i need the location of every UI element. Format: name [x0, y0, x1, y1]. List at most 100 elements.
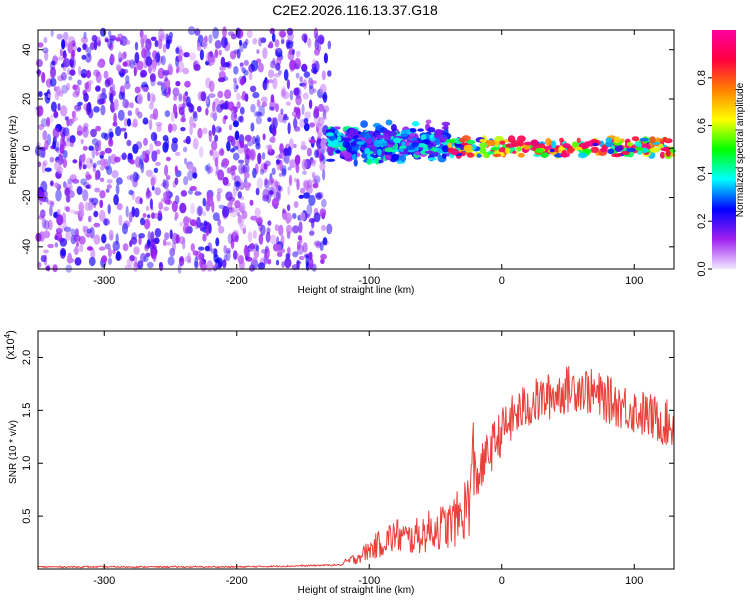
heatmap-cell: [148, 119, 153, 131]
heatmap-cell: [112, 121, 118, 127]
heatmap-cell: [600, 147, 608, 153]
heatmap-cell: [124, 81, 131, 90]
heatmap-cell: [190, 243, 195, 252]
heatmap-cell: [243, 69, 249, 76]
snr-x-axis-label: Height of straight line (km): [298, 585, 415, 596]
heatmap-cell: [99, 158, 106, 166]
heatmap-cell: [79, 244, 84, 253]
heatmap-cell: [109, 53, 115, 65]
heatmap-cell: [205, 60, 210, 66]
heatmap-cell: [248, 72, 253, 81]
heatmap-cell: [274, 224, 280, 232]
heatmap-cell: [308, 257, 314, 269]
heatmap-cell: [149, 92, 156, 104]
heatmap-cell: [458, 137, 465, 143]
heatmap-cell: [320, 138, 328, 150]
heatmap-cell: [37, 105, 44, 117]
snr-series-line: [37, 366, 675, 569]
heatmap-cell: [66, 82, 71, 91]
heatmap-cell: [463, 144, 473, 152]
heatmap-cell: [100, 164, 105, 171]
heatmap-cell: [318, 103, 325, 112]
heatmap-cell: [43, 249, 49, 254]
colorbar-label: Normalized spectral amplitude: [735, 82, 746, 217]
heatmap-cell: [233, 250, 238, 260]
heatmap-y-tick-label: -40: [21, 239, 33, 255]
heatmap-cell: [150, 176, 156, 187]
heatmap-cell: [82, 43, 87, 50]
heatmap-cell: [184, 80, 191, 88]
heatmap-cell: [100, 150, 106, 156]
heatmap-cell: [126, 118, 132, 127]
heatmap-cell: [441, 121, 451, 126]
heatmap-cell: [517, 152, 525, 158]
heatmap-cell: [89, 42, 95, 51]
heatmap-cell: [211, 124, 216, 136]
heatmap-cell: [145, 169, 153, 177]
heatmap-cell: [114, 156, 121, 163]
heatmap-cell: [68, 76, 73, 81]
heatmap-cell: [103, 70, 109, 80]
heatmap-cell: [300, 187, 306, 194]
heatmap-cell: [214, 258, 221, 264]
heatmap-cell: [107, 204, 111, 215]
heatmap-cell: [466, 139, 476, 145]
heatmap-cell: [183, 52, 190, 58]
heatmap-cell: [234, 200, 241, 209]
heatmap-cell: [142, 86, 149, 92]
heatmap-cell: [243, 144, 249, 154]
heatmap-cell: [93, 106, 100, 113]
heatmap-cell: [200, 91, 207, 102]
heatmap-cell: [87, 80, 94, 85]
heatmap-cell: [239, 202, 246, 214]
heatmap-cell: [189, 219, 197, 227]
snr-x-tick-label: -200: [226, 575, 248, 587]
heatmap-cell: [148, 65, 152, 74]
heatmap-cell: [129, 59, 136, 69]
heatmap-cell: [64, 116, 68, 121]
heatmap-cell: [331, 140, 340, 147]
heatmap-cell: [206, 194, 214, 207]
heatmap-cell: [153, 237, 160, 245]
heatmap-cell: [121, 152, 127, 160]
heatmap-cell: [132, 143, 139, 154]
heatmap-cell: [155, 52, 161, 63]
heatmap-cell: [171, 123, 177, 132]
heatmap-cell: [86, 101, 92, 113]
heatmap-cell: [336, 136, 342, 142]
heatmap-cell: [199, 222, 204, 232]
heatmap-cell: [639, 137, 649, 142]
heatmap-cell: [81, 36, 88, 44]
heatmap-cell: [155, 161, 161, 166]
heatmap-cell: [169, 247, 176, 257]
heatmap-cell: [350, 141, 357, 147]
heatmap-cell: [476, 153, 482, 158]
heatmap-cell: [70, 118, 75, 124]
heatmap-region-2: [445, 135, 676, 160]
heatmap-cell: [167, 256, 175, 266]
heatmap-cell: [93, 222, 101, 228]
heatmap-cell: [265, 231, 271, 243]
heatmap-cell: [109, 86, 113, 93]
heatmap-cell: [312, 182, 319, 189]
heatmap-cell: [100, 27, 107, 37]
snr-line-marks: [37, 366, 675, 569]
heatmap-cell: [197, 127, 203, 139]
heatmap-cell: [267, 144, 273, 153]
heatmap-cell: [222, 26, 227, 38]
heatmap-cell: [210, 248, 218, 254]
heatmap-cell: [275, 49, 278, 57]
heatmap-cell: [171, 140, 178, 153]
heatmap-cell: [486, 139, 496, 146]
heatmap-cell: [200, 260, 207, 272]
heatmap-cell: [55, 227, 63, 234]
heatmap-cell: [50, 180, 54, 187]
heatmap-cell: [178, 106, 185, 116]
heatmap-cell: [163, 191, 170, 200]
heatmap-cell: [44, 139, 49, 150]
heatmap-cell: [59, 48, 63, 57]
heatmap-cell: [67, 68, 71, 76]
heatmap-cell: [285, 253, 290, 260]
heatmap-cell: [255, 116, 262, 125]
heatmap-cell: [292, 213, 297, 219]
